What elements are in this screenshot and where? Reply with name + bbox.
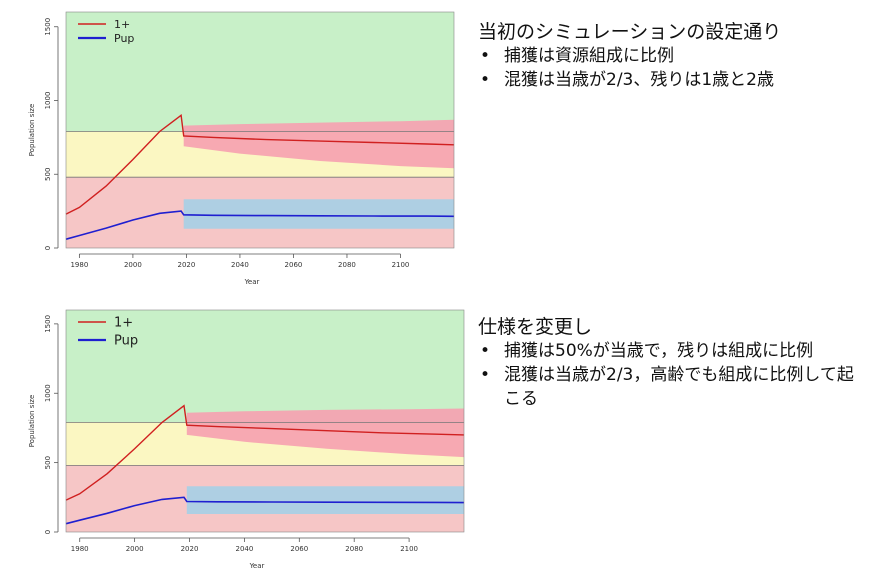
x-tick-label: 2020 xyxy=(181,545,199,553)
x-tick-label: 2100 xyxy=(400,545,418,553)
chart-1: 0 500 1000 1500 1980 2000 2020 2040 2060 2080 2100… xyxy=(28,11,455,286)
note-bullet: • 捕獲は資源組成に比例 xyxy=(478,44,858,68)
y-tick-label: 0 xyxy=(44,246,52,250)
note-block-1: 当初のシミュレーションの設定通り • 捕獲は資源組成に比例 • 混獲は当歳が2/… xyxy=(478,20,858,92)
legend-label: 1+ xyxy=(114,316,133,331)
zone-green xyxy=(66,310,464,423)
bullet-dot-icon: • xyxy=(480,365,491,385)
note-bullet: • 混獲は当歳が2/3、残りは1歳と2歳 xyxy=(478,68,858,92)
y-tick-label: 1500 xyxy=(44,315,52,333)
plot-group: 0 500 1000 1500 1980 2000 2020 2040 2060 2080 2100… xyxy=(28,309,465,570)
x-tick-label: 1980 xyxy=(71,545,89,553)
band-Pup xyxy=(186,486,465,514)
note-bullet: • 混獲は当歳が2/3，高齢でも組成に比例して起こる xyxy=(478,363,868,411)
y-tick-label: 1500 xyxy=(44,18,52,36)
x-tick-label: 2100 xyxy=(392,261,410,269)
chart-2: 0 500 1000 1500 1980 2000 2020 2040 2060 2080 2100… xyxy=(28,309,465,570)
x-tick-label: 2040 xyxy=(231,261,249,269)
y-tick-label: 1000 xyxy=(44,384,52,402)
x-axis-label: Year xyxy=(244,278,260,286)
series-line-1+ xyxy=(65,114,455,215)
note-title: 当初のシミュレーションの設定通り xyxy=(478,21,782,43)
y-axis-label: Population size xyxy=(28,395,36,448)
y-tick-label: 500 xyxy=(44,456,52,469)
y-tick-label: 1000 xyxy=(44,92,52,110)
plot-group: 0 500 1000 1500 1980 2000 2020 2040 2060 2080 2100… xyxy=(28,11,455,286)
note-bullet-text: 捕獲は50%が当歳で，残りは組成に比例 xyxy=(504,341,814,361)
x-tick-label: 2000 xyxy=(124,261,142,269)
band-Pup xyxy=(183,199,454,229)
x-tick-label: 2080 xyxy=(345,545,363,553)
note-bullet-text: 捕獲は資源組成に比例 xyxy=(504,46,674,66)
legend-label: Pup xyxy=(114,334,138,349)
note-title: 仕様を変更し xyxy=(478,316,593,338)
series-line-Pup xyxy=(65,496,465,525)
x-axis-label: Year xyxy=(249,562,265,570)
bullet-dot-icon: • xyxy=(480,70,491,90)
x-tick-label: 2060 xyxy=(285,261,303,269)
note-block-2: 仕様を変更し • 捕獲は50%が当歳で，残りは組成に比例 • 混獲は当歳が2/3… xyxy=(478,315,868,411)
y-axis-label: Population size xyxy=(28,104,36,157)
x-tick-label: 2040 xyxy=(235,545,253,553)
plot-frame xyxy=(65,309,465,533)
note-bullet-text: 混獲は当歳が2/3，高齢でも組成に比例して起こる xyxy=(504,365,854,409)
x-tick-label: 2080 xyxy=(338,261,356,269)
zone-green xyxy=(66,12,454,132)
plot-frame xyxy=(65,11,455,249)
bullet-dot-icon: • xyxy=(480,341,491,361)
note-bullet-text: 混獲は当歳が2/3、残りは1歳と2歳 xyxy=(504,70,774,90)
y-tick-label: 0 xyxy=(44,530,52,534)
x-tick-label: 1980 xyxy=(70,261,88,269)
x-tick-label: 2000 xyxy=(126,545,144,553)
legend-label: 1+ xyxy=(114,18,130,31)
band-1+ xyxy=(186,408,465,458)
x-tick-label: 2060 xyxy=(290,545,308,553)
note-bullet: • 捕獲は50%が当歳で，残りは組成に比例 xyxy=(478,339,868,363)
legend-label: Pup xyxy=(114,32,134,45)
x-tick-label: 2020 xyxy=(177,261,195,269)
series-line-Pup xyxy=(65,210,455,240)
bullet-dot-icon: • xyxy=(480,46,491,66)
series-line-1+ xyxy=(65,404,465,501)
y-tick-label: 500 xyxy=(44,168,52,181)
